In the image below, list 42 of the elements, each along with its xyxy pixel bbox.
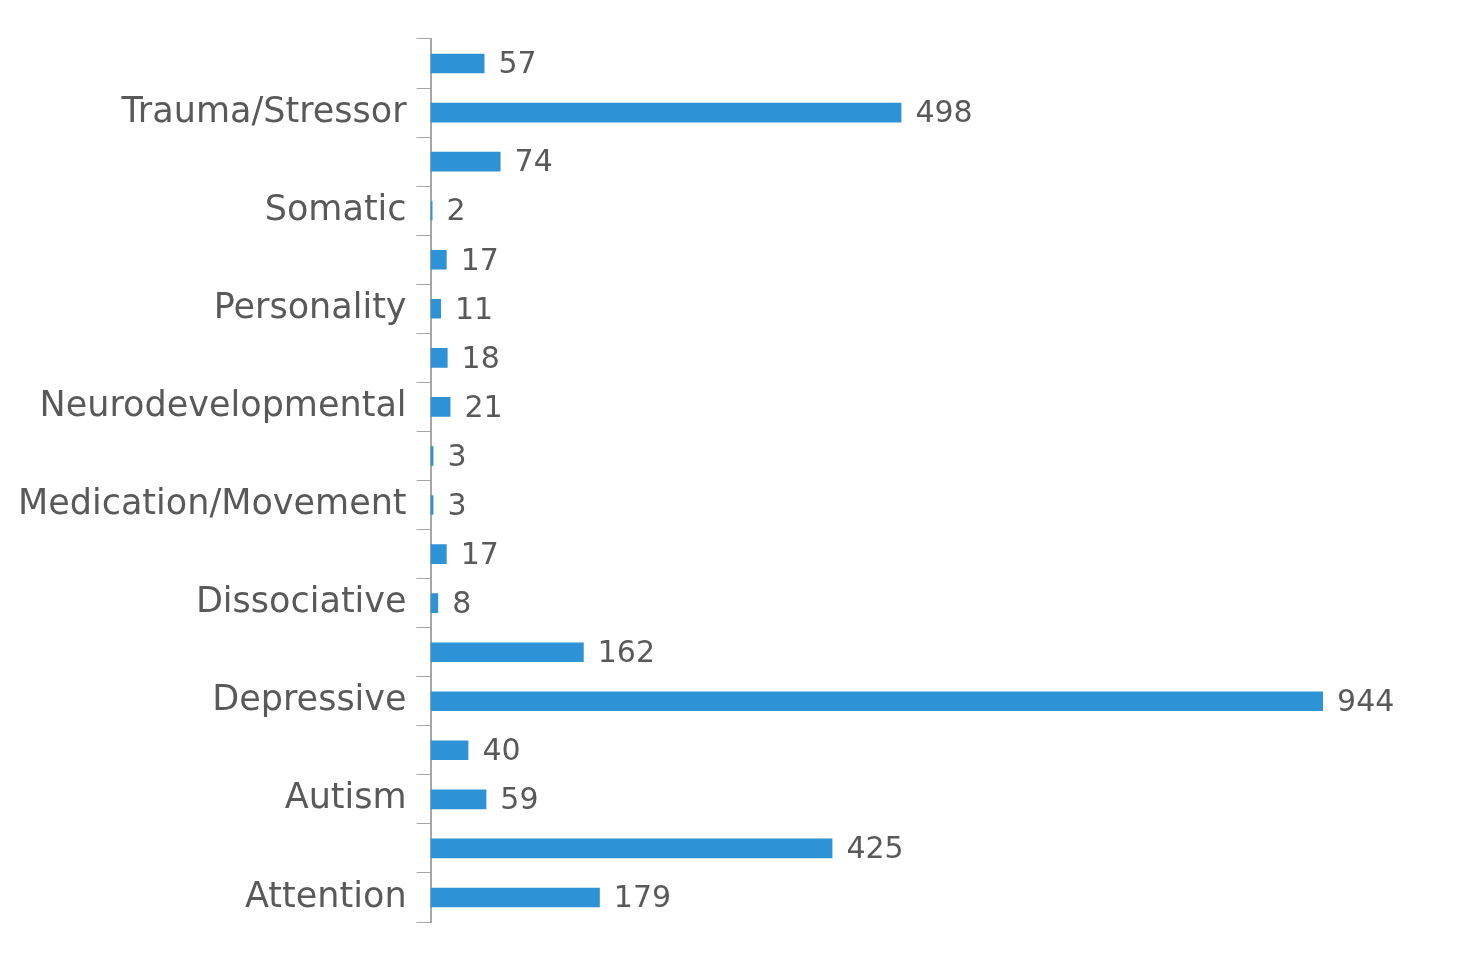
- bar: [430, 397, 451, 417]
- y-tick-label: Autism: [284, 776, 407, 817]
- data-label: 18: [461, 339, 500, 375]
- data-label: 21: [464, 388, 503, 424]
- bar: [430, 789, 487, 810]
- bar: [430, 740, 469, 761]
- data-label: 179: [613, 879, 672, 915]
- y-tick-label: Dissociative: [195, 580, 407, 621]
- data-label: 74: [514, 143, 553, 179]
- bar: [430, 887, 600, 908]
- bar: [430, 249, 447, 270]
- data-label: 11: [454, 290, 494, 326]
- bar: [430, 642, 584, 663]
- data-label: 162: [597, 633, 656, 669]
- y-tick-label: Trauma/Stressor: [120, 89, 408, 130]
- data-label: 40: [482, 732, 521, 768]
- bar: [430, 298, 441, 319]
- data-label: 8: [452, 584, 472, 620]
- y-tick-label: Neurodevelopmental: [39, 384, 407, 425]
- data-label: 57: [498, 45, 537, 81]
- data-label: 3: [447, 437, 467, 473]
- data-label: 17: [460, 535, 499, 571]
- bar: [430, 593, 439, 613]
- y-tick-label: Medication/Movement: [18, 482, 407, 523]
- bar: [430, 53, 485, 74]
- y-tick-label: Somatic: [264, 187, 407, 228]
- y-tick-label: Attention: [245, 874, 407, 915]
- data-label: 3: [447, 486, 467, 522]
- bar: [430, 102, 902, 123]
- data-label: 17: [460, 241, 499, 277]
- bar: [430, 544, 447, 564]
- bar: [430, 348, 448, 368]
- y-tick-label: Personality: [213, 285, 407, 326]
- y-tick-label: Depressive: [212, 678, 407, 719]
- bar: [430, 691, 1324, 712]
- data-label: 2: [446, 192, 466, 228]
- data-label: 498: [915, 94, 973, 130]
- data-label: 59: [500, 781, 539, 817]
- data-label: 425: [846, 830, 904, 866]
- data-label: 944: [1337, 683, 1395, 719]
- bar: [430, 151, 501, 172]
- bar: [430, 838, 833, 859]
